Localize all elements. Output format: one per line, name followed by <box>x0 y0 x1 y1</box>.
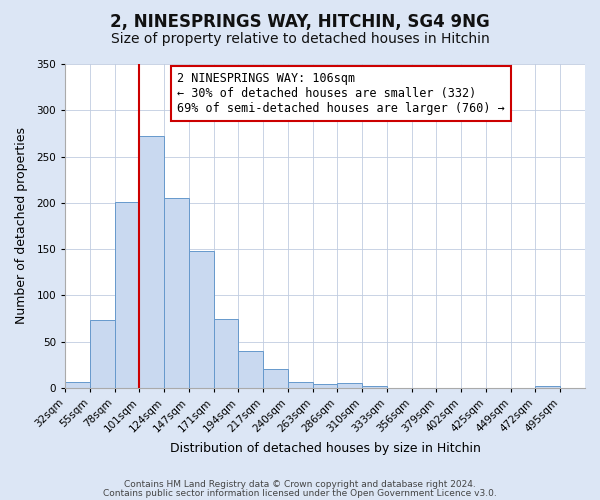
Bar <box>164 198 189 388</box>
Bar <box>189 251 214 388</box>
Bar <box>115 202 139 388</box>
Text: Contains public sector information licensed under the Open Government Licence v3: Contains public sector information licen… <box>103 488 497 498</box>
Bar <box>65 382 90 388</box>
Bar <box>535 386 560 388</box>
Y-axis label: Number of detached properties: Number of detached properties <box>15 128 28 324</box>
Text: 2 NINESPRINGS WAY: 106sqm
← 30% of detached houses are smaller (332)
69% of semi: 2 NINESPRINGS WAY: 106sqm ← 30% of detac… <box>177 72 505 115</box>
X-axis label: Distribution of detached houses by size in Hitchin: Distribution of detached houses by size … <box>170 442 481 455</box>
Text: Contains HM Land Registry data © Crown copyright and database right 2024.: Contains HM Land Registry data © Crown c… <box>124 480 476 489</box>
Bar <box>288 382 313 388</box>
Bar <box>90 320 115 388</box>
Bar <box>214 320 238 388</box>
Text: 2, NINESPRINGS WAY, HITCHIN, SG4 9NG: 2, NINESPRINGS WAY, HITCHIN, SG4 9NG <box>110 12 490 30</box>
Bar <box>337 383 362 388</box>
Bar <box>313 384 337 388</box>
Bar <box>139 136 164 388</box>
Text: Size of property relative to detached houses in Hitchin: Size of property relative to detached ho… <box>110 32 490 46</box>
Bar <box>263 370 288 388</box>
Bar <box>362 386 387 388</box>
Bar <box>238 351 263 388</box>
